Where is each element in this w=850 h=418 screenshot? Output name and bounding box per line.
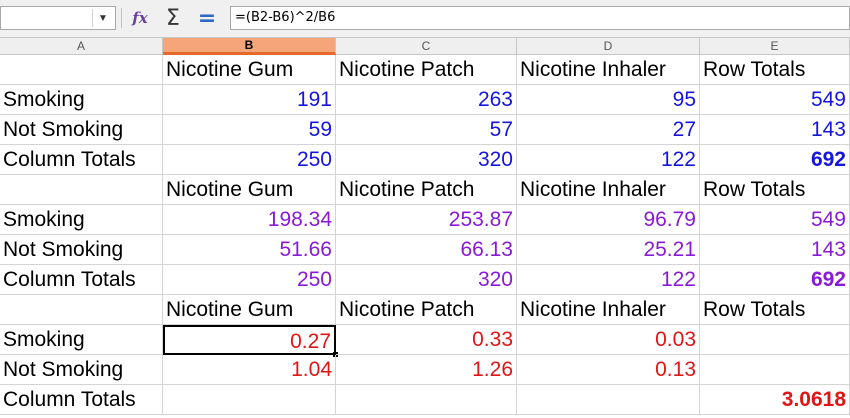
cell-d11[interactable]: 0.13 xyxy=(517,355,700,385)
cell-c6[interactable]: 253.87 xyxy=(336,205,517,235)
fill-handle[interactable] xyxy=(333,352,338,357)
column-header-b[interactable]: B xyxy=(163,38,336,55)
cell-c10[interactable]: 0.33 xyxy=(336,325,517,355)
cell-a8[interactable]: Column Totals xyxy=(0,265,163,295)
cell-a11[interactable]: Not Smoking xyxy=(0,355,163,385)
cell-d5[interactable]: Nicotine Inhaler xyxy=(517,175,700,205)
sum-icon[interactable]: Σ xyxy=(166,5,180,31)
cell-e11[interactable] xyxy=(700,355,850,385)
cell-d8[interactable]: 122 xyxy=(517,265,700,295)
column-header-d[interactable]: D xyxy=(517,38,700,55)
cell-b7[interactable]: 51.66 xyxy=(163,235,336,265)
cell-b9[interactable]: Nicotine Gum xyxy=(163,295,336,325)
cell-d9[interactable]: Nicotine Inhaler xyxy=(517,295,700,325)
cell-c1[interactable]: Nicotine Patch xyxy=(336,55,517,85)
cell-c12[interactable] xyxy=(336,385,517,415)
cell-d10[interactable]: 0.03 xyxy=(517,325,700,355)
function-wizard-icon[interactable]: fx xyxy=(132,9,148,27)
cell-c7[interactable]: 66.13 xyxy=(336,235,517,265)
cell-e1[interactable]: Row Totals xyxy=(700,55,850,85)
cell-a10[interactable]: Smoking xyxy=(0,325,163,355)
cell-b5[interactable]: Nicotine Gum xyxy=(163,175,336,205)
chevron-down-icon[interactable]: ▼ xyxy=(92,9,113,27)
column-header-e[interactable]: E xyxy=(700,38,850,55)
cell-a1[interactable] xyxy=(0,55,163,85)
cell-a6[interactable]: Smoking xyxy=(0,205,163,235)
cell-e8[interactable]: 692 xyxy=(700,265,850,295)
cell-e7[interactable]: 143 xyxy=(700,235,850,265)
cell-b8[interactable]: 250 xyxy=(163,265,336,295)
cell-b6[interactable]: 198.34 xyxy=(163,205,336,235)
cell-d2[interactable]: 95 xyxy=(517,85,700,115)
formula-toolbar: ▼ fx Σ = =(B2-B6)^2/B6 xyxy=(0,0,850,38)
cell-d3[interactable]: 27 xyxy=(517,115,700,145)
cell-e9[interactable]: Row Totals xyxy=(700,295,850,325)
cell-d1[interactable]: Nicotine Inhaler xyxy=(517,55,700,85)
toolbar-separator xyxy=(121,8,122,28)
cell-a9[interactable] xyxy=(0,295,163,325)
cell-a2[interactable]: Smoking xyxy=(0,85,163,115)
cell-b12[interactable] xyxy=(163,385,336,415)
cell-b2[interactable]: 191 xyxy=(163,85,336,115)
cell-e6[interactable]: 549 xyxy=(700,205,850,235)
cell-e12[interactable]: 3.0618 xyxy=(700,385,850,415)
cell-a4[interactable]: Column Totals xyxy=(0,145,163,175)
name-box[interactable]: ▼ xyxy=(0,6,116,30)
cell-e4[interactable]: 692 xyxy=(700,145,850,175)
column-header-c[interactable]: C xyxy=(336,38,517,55)
cell-c4[interactable]: 320 xyxy=(336,145,517,175)
cell-e2[interactable]: 549 xyxy=(700,85,850,115)
cell-d7[interactable]: 25.21 xyxy=(517,235,700,265)
formula-input[interactable]: =(B2-B6)^2/B6 xyxy=(230,6,850,30)
cell-d6[interactable]: 96.79 xyxy=(517,205,700,235)
cell-b10[interactable]: 0.27 xyxy=(163,325,336,355)
cell-c2[interactable]: 263 xyxy=(336,85,517,115)
cell-d12[interactable] xyxy=(517,385,700,415)
column-header-a[interactable]: A xyxy=(0,38,163,55)
cell-c9[interactable]: Nicotine Patch xyxy=(336,295,517,325)
cell-a7[interactable]: Not Smoking xyxy=(0,235,163,265)
cell-e10[interactable] xyxy=(700,325,850,355)
formula-icon[interactable]: = xyxy=(197,5,217,31)
cell-d4[interactable]: 122 xyxy=(517,145,700,175)
cell-a12[interactable]: Column Totals xyxy=(0,385,163,415)
cell-a3[interactable]: Not Smoking xyxy=(0,115,163,145)
cell-b3[interactable]: 59 xyxy=(163,115,336,145)
cell-c11[interactable]: 1.26 xyxy=(336,355,517,385)
cell-b1[interactable]: Nicotine Gum xyxy=(163,55,336,85)
cell-c5[interactable]: Nicotine Patch xyxy=(336,175,517,205)
cell-e5[interactable]: Row Totals xyxy=(700,175,850,205)
cell-b11[interactable]: 1.04 xyxy=(163,355,336,385)
cell-c8[interactable]: 320 xyxy=(336,265,517,295)
cell-b4[interactable]: 250 xyxy=(163,145,336,175)
cell-e3[interactable]: 143 xyxy=(700,115,850,145)
cell-c3[interactable]: 57 xyxy=(336,115,517,145)
cell-a5[interactable] xyxy=(0,175,163,205)
